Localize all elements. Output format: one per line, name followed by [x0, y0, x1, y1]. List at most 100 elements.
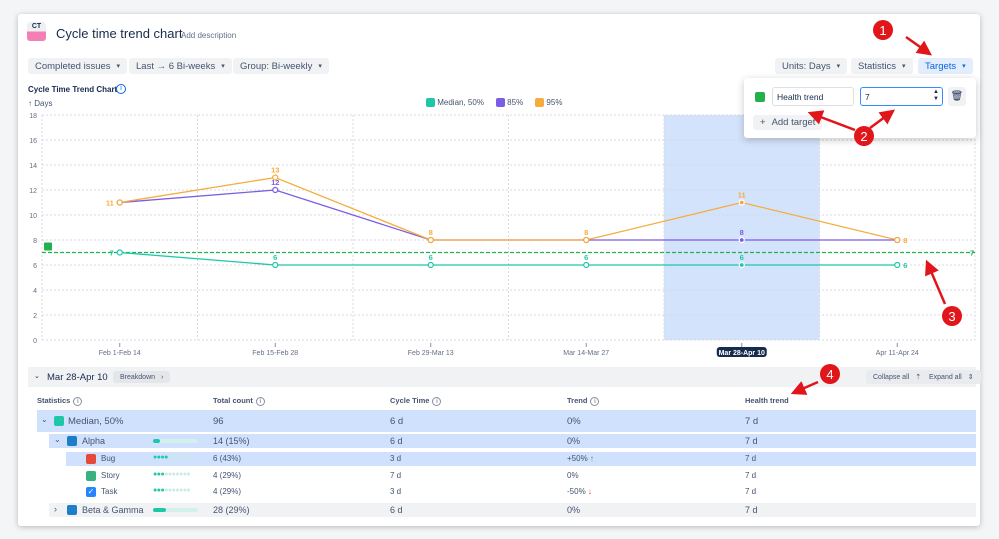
expand-all-button[interactable]: Expand all ⇕ — [922, 370, 981, 384]
issues-filter-label: Completed issues — [35, 60, 111, 72]
target-name-input[interactable]: Health trend — [772, 87, 854, 106]
row-cycle: 6 d — [390, 436, 403, 446]
data-label: 6 — [273, 253, 277, 262]
info-icon[interactable]: i — [255, 396, 265, 406]
x-tick-label: Apr 11-Apr 24 — [876, 350, 919, 357]
target-value: 7 — [865, 92, 870, 102]
data-label: 8 — [429, 228, 433, 237]
annotation-badge — [854, 126, 874, 146]
data-point — [583, 261, 590, 269]
add-description-link[interactable]: Add description — [181, 31, 237, 40]
table-row-bug[interactable]: Bug ●●●●●●●●●● 6 (43%) 3 d +50% ↑ 7 d — [66, 452, 976, 466]
selected-period-band[interactable] — [664, 115, 820, 340]
data-point — [738, 236, 745, 244]
expand-all-label: Expand all — [929, 373, 962, 381]
column-health-trend: Health trend — [745, 396, 789, 405]
collapse-icon: ⇡ — [915, 374, 922, 381]
row-cycle: 6 d — [390, 505, 403, 515]
info-icon[interactable]: i — [116, 84, 126, 94]
data-label: 8 — [903, 236, 907, 245]
row-health: 7 d — [745, 436, 758, 446]
data-point — [272, 174, 279, 181]
chevron-right-icon[interactable]: › — [54, 504, 57, 514]
arrow-up-icon: ↑ — [589, 454, 594, 463]
table-row-story[interactable]: Story ●●●●●●●●●● 4 (29%) 7 d 0% 7 d — [66, 469, 976, 483]
range-filter[interactable]: Last → 6 Bi-weeks ▾ — [129, 58, 232, 74]
collapse-period-chevron-icon[interactable]: ⌄ — [34, 373, 40, 380]
chevron-down-icon: ▾ — [902, 63, 906, 70]
table-row-alpha[interactable]: ⌄ Alpha 14 (15%) 6 d 0% 7 d — [49, 434, 976, 448]
data-point — [894, 261, 901, 269]
app-logo: CT — [27, 22, 46, 41]
row-health: 7 d — [745, 471, 757, 480]
data-label: 11 — [738, 191, 746, 200]
arrow-down-icon: ↓ — [587, 487, 592, 496]
median-color-icon — [54, 416, 64, 426]
annotation-badge — [820, 364, 840, 384]
bug-icon — [86, 454, 96, 464]
column-statistics: Statistics i — [37, 396, 83, 406]
delete-target-button[interactable]: 🗑 — [948, 87, 966, 106]
share-dots: ●●●●●●●●●● — [153, 454, 191, 461]
column-cycle-time: Cycle Time i — [390, 396, 442, 406]
data-label: 6 — [429, 253, 433, 262]
issues-filter[interactable]: Completed issues ▾ — [28, 58, 128, 74]
collapse-all-button[interactable]: Collapse all ⇡ — [866, 370, 929, 384]
column-total-count: Total count i — [213, 396, 265, 406]
annotation-arrow — [925, 259, 947, 305]
stepper-icon[interactable]: ▲ ▼ — [933, 89, 939, 102]
table-row-beta-gamma[interactable]: › Beta & Gamma 28 (29%) 6 d 0% 7 d — [49, 503, 976, 517]
row-name: Median, 50% — [68, 416, 124, 427]
statistics-filter[interactable]: Statistics ▾ — [851, 58, 913, 74]
units-filter-label: Units: Days — [782, 60, 831, 72]
row-count: 6 (43%) — [213, 454, 242, 463]
legend-item-95[interactable]: 95% — [535, 98, 562, 108]
target-color-swatch[interactable] — [755, 92, 765, 102]
units-filter[interactable]: Units: Days ▾ — [775, 58, 848, 74]
chevron-down-icon[interactable]: ⌄ — [54, 435, 61, 444]
period-label: Mar 28-Apr 10 — [47, 372, 108, 383]
info-icon[interactable]: i — [432, 396, 442, 406]
row-trend: 0% — [567, 471, 579, 480]
annotation-badge — [873, 20, 893, 40]
data-point — [894, 236, 901, 244]
row-count: 4 (29%) — [213, 487, 242, 496]
row-health: 7 d — [745, 416, 759, 427]
annotation-number: 1 — [879, 23, 886, 38]
row-cycle: 3 d — [390, 487, 402, 496]
statistics-filter-label: Statistics — [858, 60, 897, 72]
group-filter[interactable]: Group: Bi-weekly ▾ — [233, 58, 329, 74]
breakdown-button[interactable]: Breakdown › — [113, 371, 171, 383]
y-tick-label: 14 — [29, 163, 37, 170]
share-bar — [153, 508, 198, 512]
table-row-median[interactable]: ⌄ Median, 50% 96 6 d 0% 7 d — [37, 410, 976, 432]
target-value-input[interactable]: 7 ▲ ▼ — [860, 87, 943, 106]
column-label: Cycle Time — [390, 396, 430, 405]
project-icon — [67, 505, 77, 515]
y-tick-label: 12 — [29, 188, 37, 195]
series-line — [119, 176, 898, 241]
collapse-all-label: Collapse all — [873, 373, 910, 381]
legend-item-85[interactable]: 85% — [495, 98, 523, 108]
column-label: Statistics — [37, 396, 71, 405]
table-row-task[interactable]: ✓ Task ●●●●●●●●●● 4 (29%) 3 d -50% ↓ 7 d — [66, 485, 976, 499]
breakdown-label: Breakdown — [120, 373, 156, 381]
data-point — [427, 236, 434, 244]
row-trend: -50% — [567, 487, 586, 496]
row-health: 7 d — [745, 505, 758, 515]
info-icon[interactable]: i — [590, 396, 600, 406]
series-line — [119, 251, 898, 266]
info-icon[interactable]: i — [73, 396, 83, 406]
data-label: 6 — [740, 253, 744, 262]
y-tick-label: 4 — [33, 288, 37, 295]
legend-item-median[interactable]: Median, 50% — [426, 98, 484, 108]
chevron-down-icon[interactable]: ⌄ — [41, 415, 48, 424]
page-title: Cycle time trend chart — [56, 26, 183, 41]
y-tick-label: 0 — [33, 338, 37, 345]
annotation-number: 2 — [860, 129, 867, 144]
targets-button[interactable]: Targets ▾ — [918, 58, 973, 74]
add-target-button[interactable]: + Add target — [753, 115, 823, 130]
project-icon — [67, 436, 77, 446]
y-tick-label: 16 — [29, 138, 37, 145]
